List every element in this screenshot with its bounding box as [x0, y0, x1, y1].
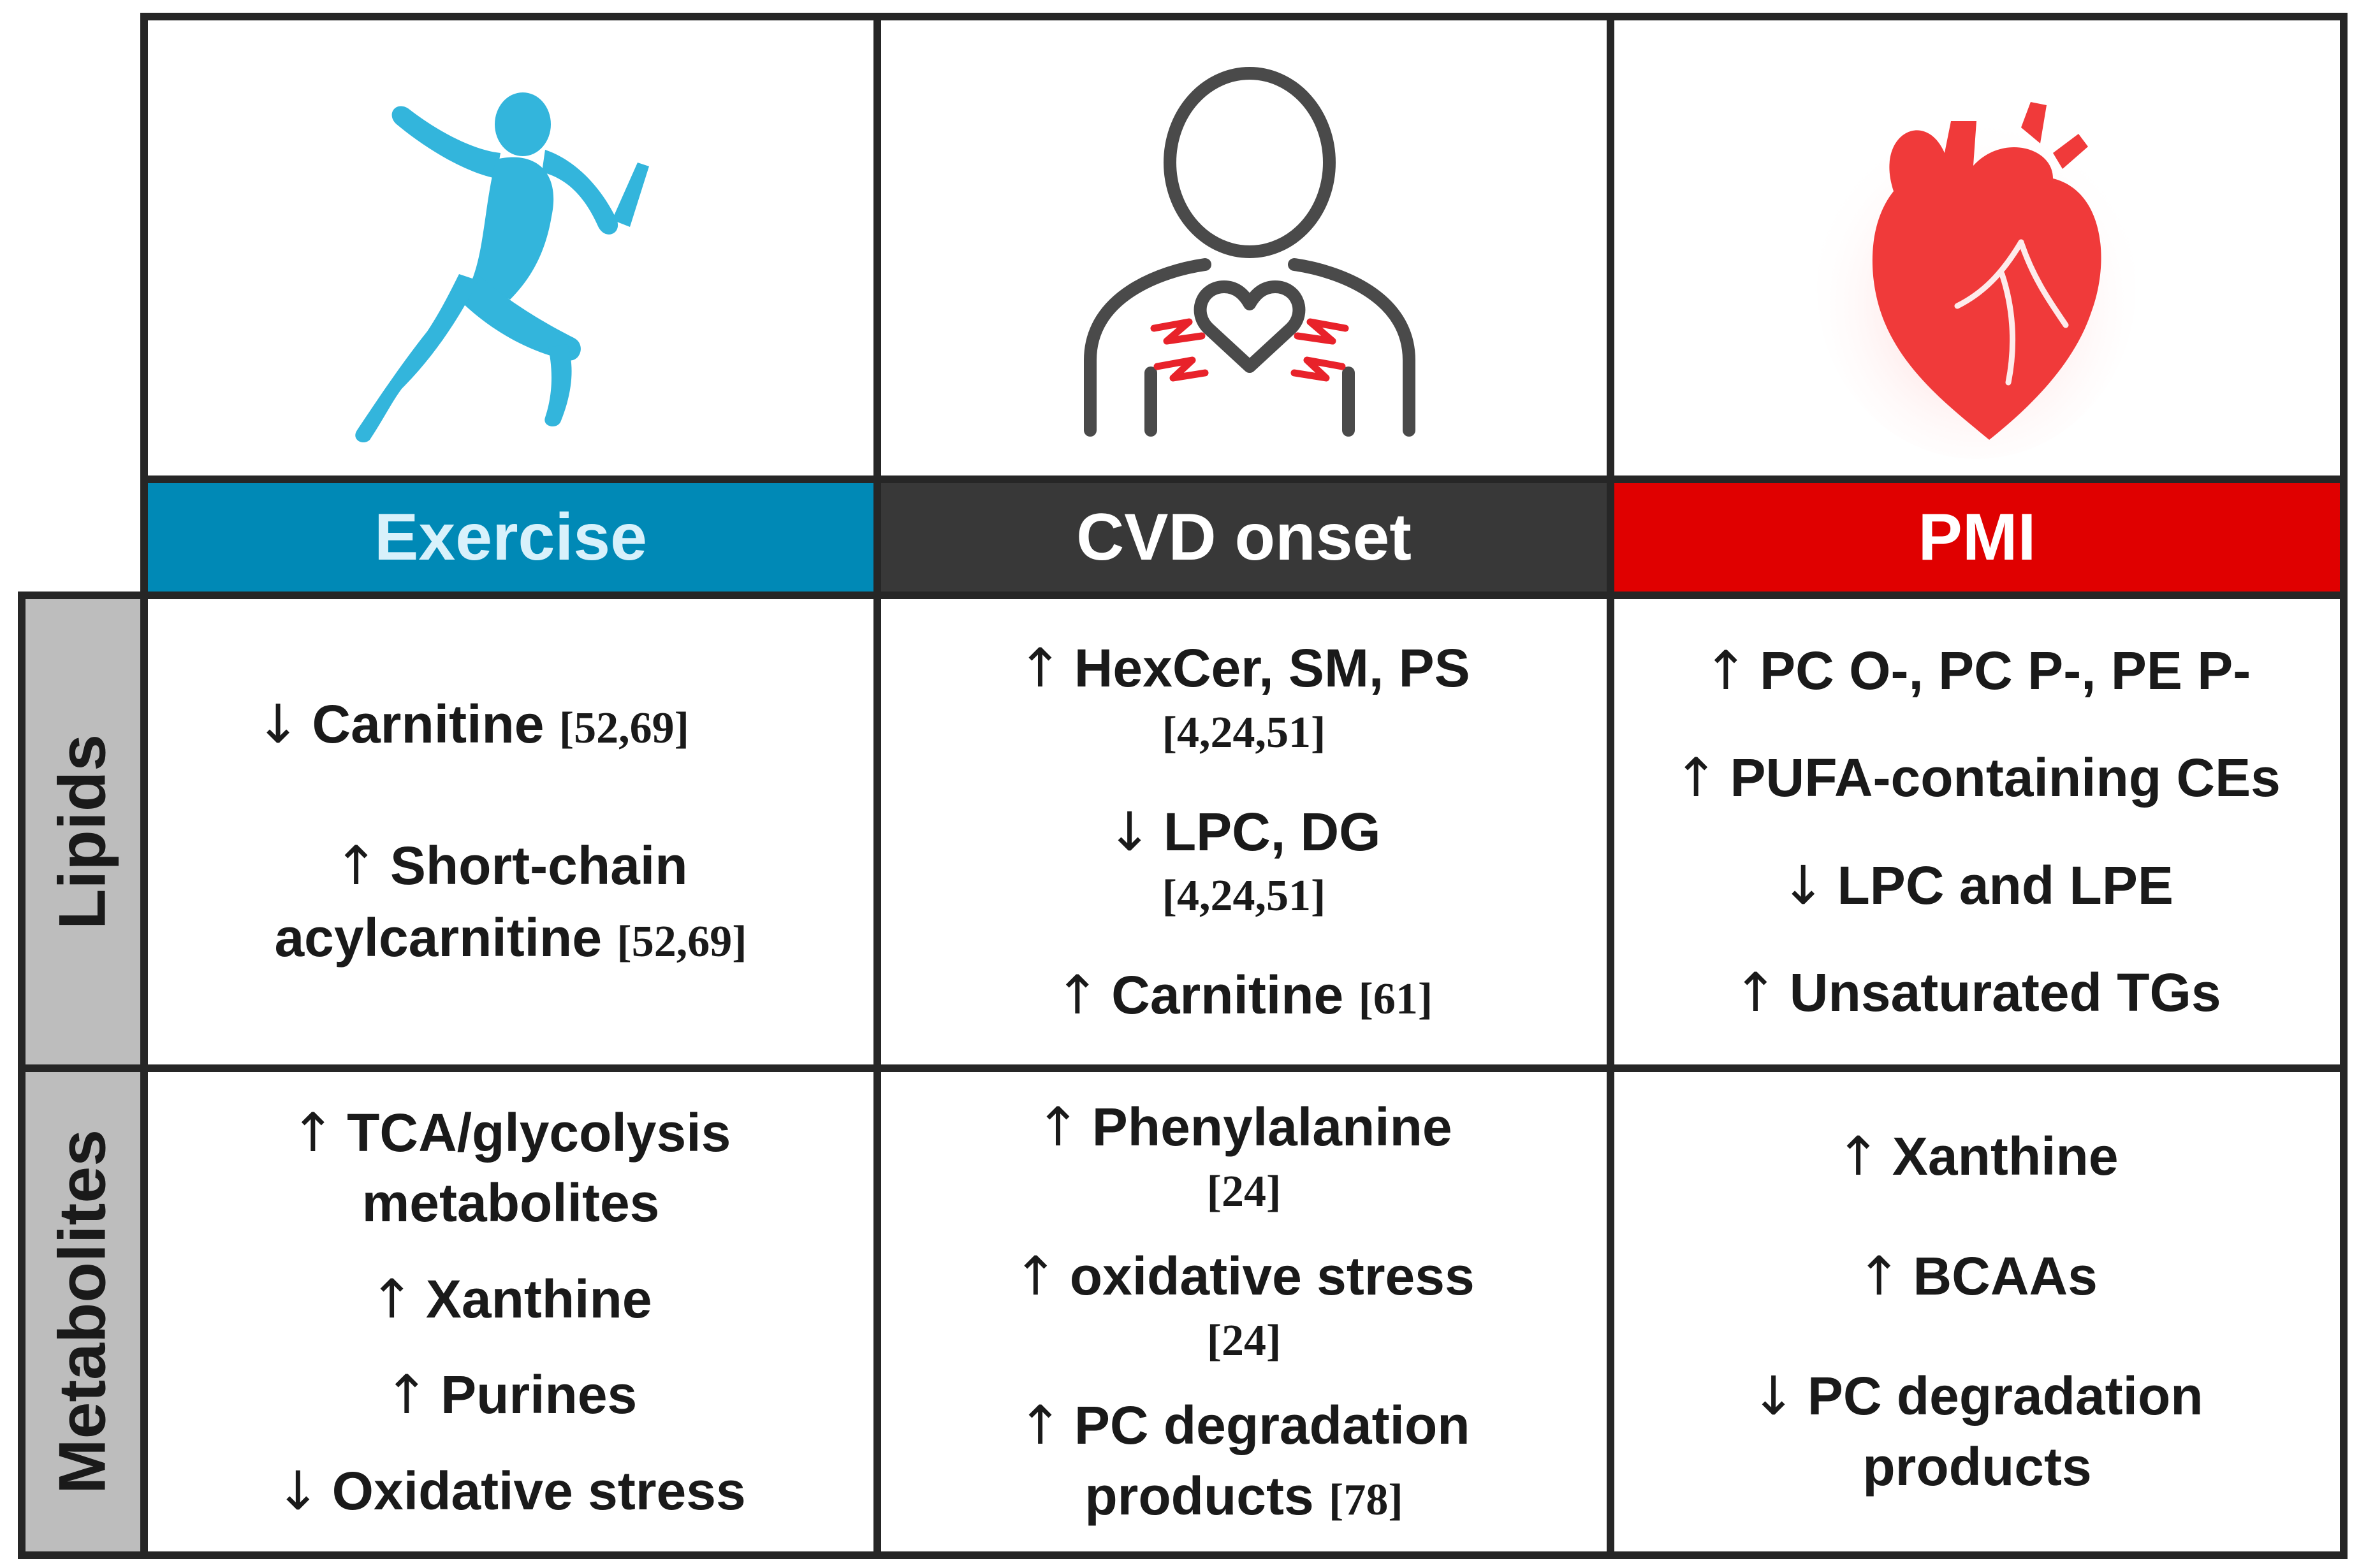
arrow-icon: ↓ [1107, 800, 1152, 863]
item-text: products [1862, 1437, 2092, 1497]
item-text: Unsaturated TGs [1789, 962, 2221, 1022]
cell-metabolites-exercise: ↑ TCA/glycolysis metabolites ↑ Xanthine ↑ P… [148, 1072, 873, 1551]
list-item: ↓ PC degradation products [1751, 1361, 2203, 1502]
list-item: ↑ oxidative stress [24] [1013, 1241, 1474, 1370]
arrow-icon: ↑ [1018, 1394, 1063, 1457]
arrow-icon: ↑ [1733, 961, 1778, 1024]
header-divider [1607, 475, 1614, 599]
item-text: Oxidative stress [332, 1460, 746, 1521]
header-row-frame [140, 475, 2348, 599]
list-item: ↑ PC O-, PC P-, PE P- [1704, 635, 2251, 706]
row-label-metabolites: Metabolites [18, 1064, 148, 1559]
list-item: ↑ Carnitine [61] [1055, 960, 1433, 1031]
list-item: ↑ Purines [384, 1360, 638, 1430]
item-text: PC O-, PC P-, PE P- [1760, 641, 2251, 701]
item-text: PC degradation [1074, 1395, 1470, 1456]
row-label-text: Lipids [45, 734, 120, 930]
row-label-text: Metabolites [45, 1129, 120, 1495]
arrow-icon: ↑ [1013, 1245, 1058, 1308]
item-text: PUFA-containing CEs [1730, 748, 2281, 808]
cell-metabolites-pmi: ↑ Xanthine ↑ BCAAs ↓ PC degradation product… [1614, 1072, 2340, 1551]
arrow-icon: ↑ [1035, 1095, 1081, 1158]
item-text: HexCer, SM, PS [1074, 638, 1470, 699]
list-item: ↓ Carnitine [52,69] [256, 689, 689, 760]
column-header-label: Exercise [374, 500, 647, 574]
arrow-icon: ↓ [1781, 853, 1826, 917]
column-header-cvd: CVD onset [881, 483, 1607, 592]
item-text: Carnitine [1111, 964, 1344, 1025]
arrow-icon: ↑ [1857, 1245, 1902, 1308]
arrow-icon: ↑ [1836, 1125, 1881, 1188]
cell-lipids-pmi: ↑ PC O-, PC P-, PE P- ↑ PUFA-containing CE… [1614, 599, 2340, 1064]
arrow-icon: ↓ [256, 693, 301, 756]
arrow-icon: ↑ [290, 1101, 336, 1164]
arrow-icon: ↓ [275, 1459, 321, 1522]
list-item: ↑ Xanthine [369, 1264, 652, 1335]
heart-icon [1817, 102, 2136, 459]
list-item: ↑ HexCer, SM, PS [4,24,51] [1018, 633, 1470, 762]
item-text: Short-chain [390, 836, 688, 896]
item-text: BCAAs [1913, 1246, 2098, 1307]
column-header-pmi: PMI [1614, 483, 2340, 592]
list-item: ↑ TCA/glycolysis metabolites [291, 1098, 731, 1239]
arrow-icon: ↓ [1751, 1365, 1796, 1428]
column-header-label: PMI [1918, 500, 2036, 574]
arrow-icon: ↑ [1674, 746, 1719, 809]
cell-lipids-cvd: ↑ HexCer, SM, PS [4,24,51] ↓ LPC, DG [4,24… [881, 599, 1607, 1064]
cell-lipids-exercise: ↓ Carnitine [52,69] ↑ Short-chain acylcarn… [148, 599, 873, 1064]
item-text: LPC, DG [1163, 801, 1381, 862]
column-header-label: CVD onset [1076, 500, 1412, 574]
arrow-icon: ↑ [1018, 637, 1063, 700]
item-text: products [1085, 1466, 1314, 1527]
arrow-icon: ↑ [333, 834, 379, 897]
item-text: Xanthine [425, 1268, 652, 1329]
list-item: ↑ Short-chain acylcarnitine [52,69] [274, 830, 747, 975]
list-item: ↑ Xanthine [1836, 1121, 2118, 1192]
header-divider [873, 475, 881, 599]
item-text: metabolites [362, 1173, 660, 1233]
runner-icon [355, 92, 649, 443]
item-text: Phenylalanine [1092, 1096, 1452, 1157]
list-item: ↑ PUFA-containing CEs [1674, 743, 2281, 813]
arrow-icon: ↑ [384, 1363, 430, 1426]
item-text: Xanthine [1892, 1126, 2119, 1187]
reference: [24] [1206, 1166, 1282, 1216]
row-label-lipids: Lipids [18, 592, 148, 1072]
arrow-icon: ↑ [1055, 963, 1100, 1026]
cell-frame [1607, 1064, 2348, 1559]
column-header-exercise: Exercise [148, 483, 873, 592]
list-item: ↑ Phenylalanine [24] [1035, 1092, 1452, 1221]
reference: [78] [1329, 1476, 1403, 1525]
reference: [61] [1358, 974, 1433, 1024]
reference: [24] [1206, 1316, 1282, 1365]
list-item: ↑ BCAAs [1857, 1241, 2098, 1312]
item-text: acylcarnitine [274, 908, 603, 968]
arrow-icon: ↑ [369, 1267, 414, 1330]
arrow-icon: ↑ [1703, 639, 1749, 702]
item-text: LPC and LPE [1837, 855, 2173, 915]
list-item: ↑ Unsaturated TGs [1733, 957, 2221, 1028]
reference: [52,69] [617, 917, 747, 967]
reference: [52,69] [559, 704, 689, 753]
reference: [4,24,51] [1162, 871, 1326, 921]
list-item: ↑ PC degradation products [78] [1018, 1390, 1470, 1532]
item-text: oxidative stress [1069, 1246, 1475, 1307]
list-item: ↓ Oxidative stress [275, 1456, 745, 1527]
item-text: Purines [441, 1365, 638, 1425]
person-heart-icon [1084, 67, 1415, 437]
cell-metabolites-cvd: ↑ Phenylalanine [24] ↑ oxidative stress [2… [881, 1072, 1607, 1551]
list-item: ↓ LPC and LPE [1781, 850, 2173, 921]
item-text: TCA/glycolysis [347, 1102, 731, 1163]
list-item: ↓ LPC, DG [4,24,51] [1107, 797, 1380, 926]
item-text: PC degradation [1807, 1366, 2203, 1426]
reference: [4,24,51] [1162, 708, 1326, 758]
item-text: Carnitine [312, 694, 544, 755]
